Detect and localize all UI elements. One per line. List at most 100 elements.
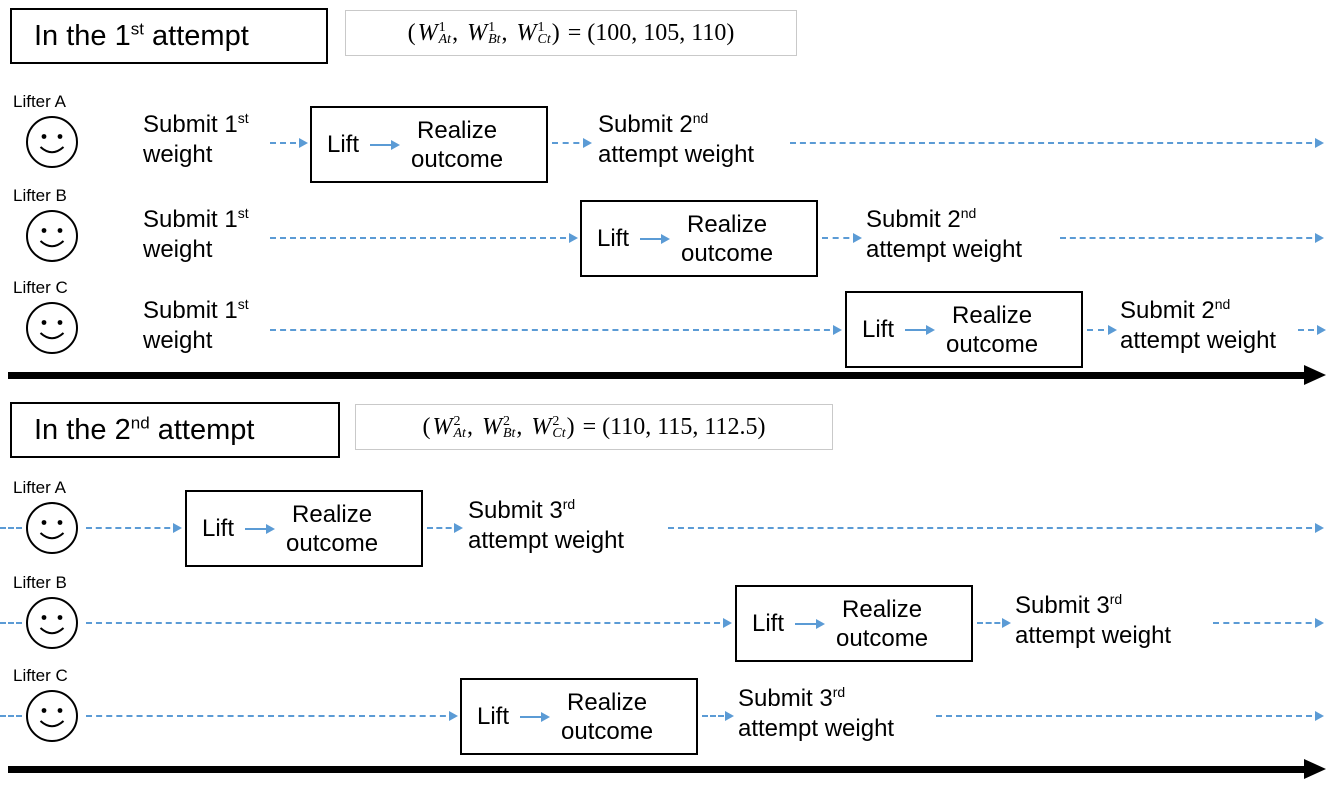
p2-a-lift-outcome-box: Lift Realize outcome (185, 490, 423, 567)
lift-label: Lift (862, 315, 895, 343)
lifter-label: Lifter B (13, 573, 67, 592)
text-line: Submit 1st (143, 205, 249, 233)
dashed-arrow (552, 138, 592, 148)
dashed-arrow (270, 233, 578, 243)
p1-b-submit-2nd-text: Submit 2nd attempt weight (866, 205, 1022, 265)
text-line: Submit 1st (143, 110, 249, 138)
p2-lifter-a: Lifter A (12, 478, 80, 556)
p1-c-submit-1st-text: Submit 1st weight (143, 296, 249, 356)
w-variable: W (481, 413, 502, 440)
realize-outcome-label: Realize outcome (561, 688, 654, 745)
dashed-arrow (668, 523, 1324, 533)
text-line: Submit 2nd (598, 110, 709, 138)
comma: , (516, 413, 523, 440)
arrow-right-icon (370, 139, 401, 150)
text-line: attempt weight (738, 715, 895, 742)
panel1-formula-box: (W 1 At, W 1 Bt, W 1 Ct) = (100, 105, 110) (345, 10, 797, 56)
lifter-label: Lifter C (13, 278, 68, 297)
lifter-label: Lifter C (13, 666, 68, 685)
timeline-arrow (8, 365, 1326, 385)
panel2-title-box: In the 2nd attempt (10, 402, 340, 458)
panel1-title-box: In the 1st attempt (10, 8, 328, 64)
scripts: 1 At (438, 20, 452, 47)
lift-label: Lift (597, 224, 630, 252)
dashed-arrow (702, 711, 734, 721)
w-variable: W (417, 19, 438, 46)
w-variable: W (432, 413, 453, 440)
lift-label: Lift (202, 514, 235, 542)
text-line: Submit 3rd (738, 684, 846, 712)
w-variable: W (516, 19, 537, 46)
w-variable: W (531, 413, 552, 440)
scripts: 2 At (453, 414, 466, 441)
p1-b-submit-1st-text: Submit 1st weight (143, 205, 249, 265)
lifter-label: Lifter A (13, 478, 66, 497)
p2-a-submit-3rd-text: Submit 3rd attempt weight (468, 496, 624, 556)
dashed-arrow (86, 618, 732, 628)
ordinal-superscript: nd (130, 412, 150, 432)
arrow-right-icon (245, 523, 276, 534)
panel2-title: In the 2nd attempt (34, 412, 255, 446)
p1-a-lift-outcome-box: Lift Realize outcome (310, 106, 548, 183)
text-line: weight (143, 327, 213, 354)
paren-close: ) (551, 19, 560, 46)
comma: , (452, 19, 459, 46)
paren-open: ( (422, 413, 431, 440)
lifter-label: Lifter A (13, 92, 66, 111)
text-line: attempt weight (1120, 327, 1277, 354)
scripts: 2 Ct (552, 414, 566, 441)
text-line: weight (143, 141, 213, 168)
arrow-right-icon (640, 233, 671, 244)
smiley-face-icon (26, 302, 78, 354)
p1-lifter-c: Lifter C (12, 278, 80, 356)
scripts: 2 Bt (502, 414, 516, 441)
w-variable: W (467, 19, 488, 46)
arrow-right-icon (795, 618, 826, 629)
realize-outcome-label: Realize outcome (286, 500, 379, 557)
arrow-right-icon (905, 324, 936, 335)
comma: , (466, 413, 473, 440)
p2-lifter-b: Lifter B (12, 573, 80, 651)
dashed-arrow (86, 711, 458, 721)
p1-b-lift-outcome-box: Lift Realize outcome (580, 200, 818, 277)
dashed-arrow (977, 618, 1011, 628)
ordinal-superscript: st (130, 18, 144, 38)
dashed-arrow (822, 233, 862, 243)
smiley-face-icon (26, 502, 78, 554)
text-line: weight (143, 236, 213, 263)
dashed-arrow (936, 711, 1324, 721)
realize-outcome-label: Realize outcome (946, 301, 1039, 358)
lift-label: Lift (477, 702, 510, 730)
text-line: attempt weight (598, 141, 755, 168)
lift-label: Lift (327, 130, 360, 158)
p2-b-submit-3rd-text: Submit 3rd attempt weight (1015, 591, 1171, 651)
text-line: Submit 3rd (468, 496, 576, 524)
dashed-arrow (1087, 325, 1117, 335)
dashed-line (0, 715, 22, 717)
text-line: Submit 1st (143, 296, 249, 324)
realize-outcome-label: Realize outcome (411, 116, 504, 173)
p1-lifter-b: Lifter B (12, 186, 80, 264)
p1-a-submit-1st-text: Submit 1st weight (143, 110, 249, 170)
panel2-formula-box: (W 2 At, W 2 Bt, W 2 Ct) = (110, 115, 112.5) (355, 404, 833, 450)
arrow-right-icon (520, 711, 551, 722)
p1-a-submit-2nd-text: Submit 2nd attempt weight (598, 110, 754, 170)
formula-values: = (110, 115, 112.5) (582, 413, 766, 440)
smiley-face-icon (26, 116, 78, 168)
p1-lifter-a: Lifter A (12, 92, 80, 170)
text-line: Submit 2nd (1120, 296, 1231, 324)
text-line: Submit 2nd (866, 205, 977, 233)
dashed-line (0, 527, 22, 529)
text-line: attempt weight (468, 527, 625, 554)
p2-b-lift-outcome-box: Lift Realize outcome (735, 585, 973, 662)
smiley-face-icon (26, 210, 78, 262)
p2-lifter-c: Lifter C (12, 666, 80, 744)
scripts: 1 Bt (488, 20, 501, 47)
p1-c-lift-outcome-box: Lift Realize outcome (845, 291, 1083, 368)
realize-outcome-label: Realize outcome (836, 595, 929, 652)
dashed-arrow (1298, 325, 1326, 335)
text-line: attempt weight (1015, 622, 1172, 649)
smiley-face-icon (26, 597, 78, 649)
paren-close: ) (566, 413, 575, 440)
